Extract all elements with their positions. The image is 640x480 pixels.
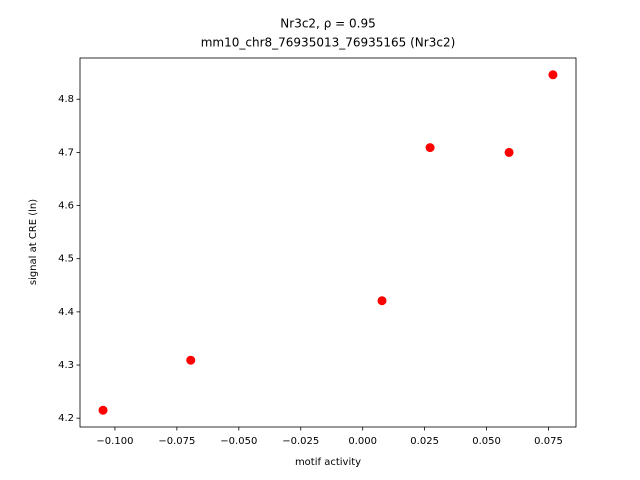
x-tick-label: 0.000 xyxy=(348,436,377,447)
x-tick-label: 0.025 xyxy=(410,436,439,447)
y-tick-label: 4.7 xyxy=(58,147,74,158)
point xyxy=(504,147,514,157)
x-tick-label: −0.050 xyxy=(220,436,257,447)
y-tick-label: 4.5 xyxy=(58,254,74,265)
point xyxy=(377,296,387,306)
y-tick-label: 4.6 xyxy=(58,201,74,212)
y-axis-label: signal at CRE (ln) xyxy=(28,199,39,285)
x-tick-label: 0.050 xyxy=(472,436,501,447)
y-tick-label: 4.3 xyxy=(58,360,74,371)
y-tick-label: 4.8 xyxy=(58,94,74,105)
x-tick-label: −0.025 xyxy=(282,436,319,447)
y-tick-label: 4.2 xyxy=(58,413,74,424)
chart-title: Nr3c2, ρ = 0.95 xyxy=(280,17,375,31)
point xyxy=(548,70,558,80)
x-axis-label: motif activity xyxy=(295,457,361,468)
point xyxy=(98,405,108,415)
x-tick-label: 0.075 xyxy=(534,436,563,447)
x-tick-label: −0.100 xyxy=(96,436,133,447)
x-tick-label: −0.075 xyxy=(158,436,195,447)
chart-subtitle: mm10_chr8_76935013_76935165 (Nr3c2) xyxy=(201,36,456,50)
point xyxy=(186,355,196,365)
point xyxy=(425,143,435,153)
plot-frame xyxy=(79,57,577,428)
y-tick-label: 4.4 xyxy=(58,307,74,318)
